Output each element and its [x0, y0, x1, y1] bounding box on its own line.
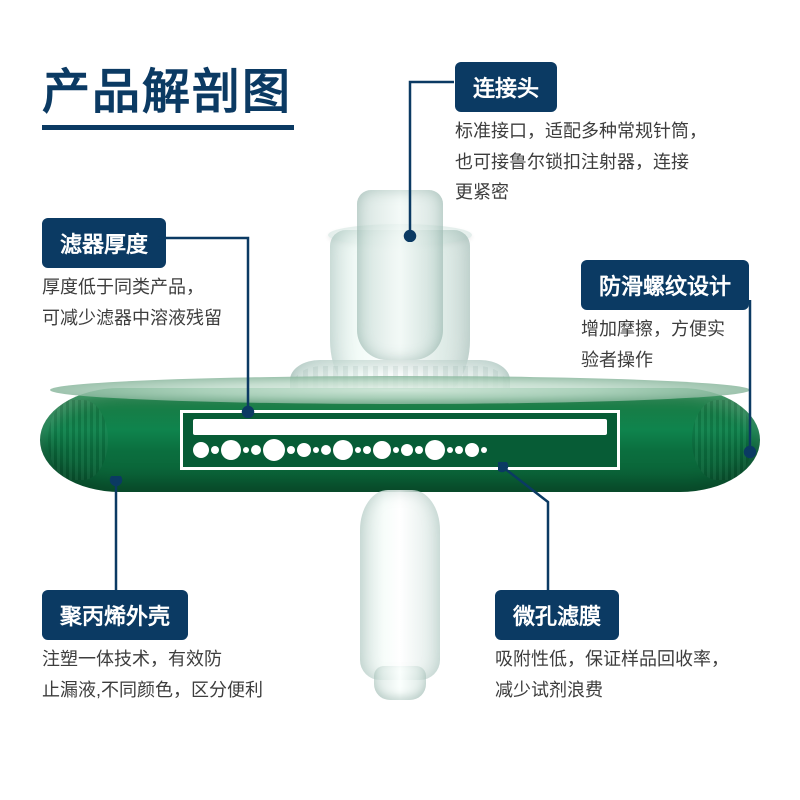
spout-tip	[374, 666, 426, 700]
callout-line-thickness	[158, 218, 258, 418]
cutaway-pores	[193, 439, 607, 461]
neck-top	[330, 230, 470, 400]
callout-line-shell	[104, 476, 144, 596]
collar-ridges	[293, 366, 507, 424]
tag-membrane: 微孔滤膜	[495, 590, 619, 640]
tag-thickness: 滤器厚度	[42, 218, 166, 268]
callout-line-connector	[396, 62, 456, 242]
collar	[290, 360, 510, 430]
spout	[360, 490, 440, 680]
disc-ridge-left	[48, 400, 108, 480]
cutaway-window	[180, 410, 620, 470]
tag-shell: 聚丙烯外壳	[42, 590, 188, 640]
desc-shell: 注塑一体技术，有效防 止漏液,不同颜色，区分便利	[42, 644, 263, 705]
callout-line-thread	[700, 300, 780, 460]
desc-connector: 标准接口，适配多种常规针筒， 也可接鲁尔锁扣注射器，连接 更紧密	[455, 116, 707, 208]
disc-top-face	[50, 376, 750, 404]
title-underline	[42, 125, 294, 130]
cutaway-membrane-layer	[193, 419, 607, 435]
desc-membrane: 吸附性低，保证样品回收率， 减少试剂浪费	[495, 644, 729, 705]
page-title: 产品解剖图	[42, 52, 292, 122]
tag-connector: 连接头	[455, 62, 557, 112]
callout-line-membrane	[498, 462, 558, 596]
disc-body	[40, 388, 760, 492]
